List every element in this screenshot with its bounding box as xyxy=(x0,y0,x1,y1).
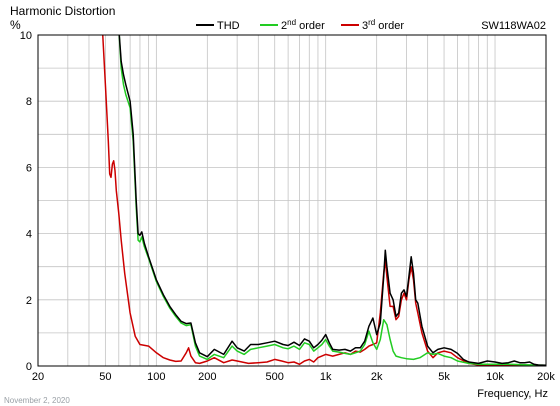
x-tick-label: 500 xyxy=(266,371,284,383)
y-tick-label: 6 xyxy=(26,162,32,174)
model-label: SW118WA02 xyxy=(481,20,546,32)
legend-3rd-label: 3rd order xyxy=(362,18,404,32)
y-tick-label: 0 xyxy=(26,361,32,373)
second-order-line xyxy=(118,35,546,366)
x-tick-label: 1k xyxy=(320,371,332,383)
third-order-line xyxy=(102,35,546,366)
y-tick-label: 10 xyxy=(20,30,32,42)
x-tick-label: 20k xyxy=(537,371,555,383)
y-axis-label: % xyxy=(10,18,21,32)
plot-frame xyxy=(37,34,547,367)
x-tick-label: 2k xyxy=(371,371,383,383)
x-tick-labels: 20 50 100 200 500 1k 2k 5k 10k 20k xyxy=(32,371,555,383)
grid xyxy=(38,35,546,366)
series-lines xyxy=(102,35,546,366)
y-tick-label: 8 xyxy=(26,96,32,108)
y-tick-labels: 0 2 4 6 8 10 xyxy=(20,30,32,373)
legend-3rd-sup: rd xyxy=(368,18,375,27)
y-tick-label: 2 xyxy=(26,295,32,307)
chart-title: Harmonic Distortion xyxy=(10,4,115,18)
legend: THD 2nd order 3rd order xyxy=(196,18,404,32)
y-tick-label: 4 xyxy=(26,229,32,241)
legend-3rd-base: 3 xyxy=(362,20,368,32)
legend-2nd-label: 2nd order xyxy=(281,18,325,32)
x-tick-label: 20 xyxy=(32,371,44,383)
thd-line xyxy=(118,35,546,366)
x-tick-label: 50 xyxy=(99,371,111,383)
x-tick-label: 5k xyxy=(438,371,450,383)
date-label: November 2, 2020 xyxy=(4,396,70,405)
x-tick-label: 10k xyxy=(486,371,504,383)
x-tick-label: 200 xyxy=(198,371,216,383)
x-tick-label: 100 xyxy=(147,371,165,383)
legend-3rd-suffix: order xyxy=(375,20,404,32)
legend-2nd-sup: nd xyxy=(287,18,296,27)
x-axis-label: Frequency, Hz xyxy=(477,388,548,400)
legend-2nd-base: 2 xyxy=(281,20,287,32)
legend-thd-label: THD xyxy=(217,20,240,32)
legend-2nd-suffix: order xyxy=(296,20,325,32)
